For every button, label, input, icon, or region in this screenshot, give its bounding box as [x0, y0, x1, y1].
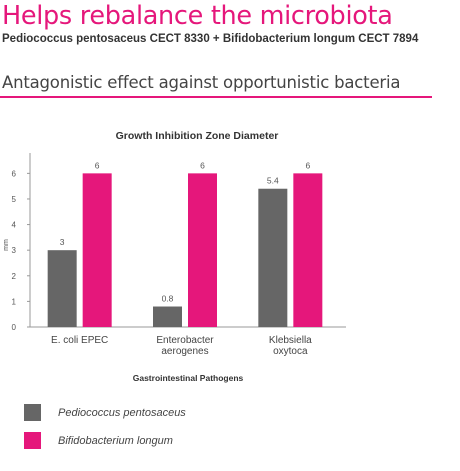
data-label: 6: [95, 160, 100, 170]
legend-item-pediococcus: Pediococcus pentosaceus: [24, 404, 186, 421]
section-heading: Antagonistic effect against opportunisti…: [2, 73, 401, 92]
data-label: 6: [305, 160, 310, 170]
legend-swatch-pediococcus: [24, 404, 41, 421]
legend-swatch-bifidobacterium: [24, 432, 41, 449]
bar: [258, 188, 288, 327]
x-axis-label: Gastrointestinal Pathogens: [133, 373, 244, 383]
x-tick-label: E. coli EPEC: [51, 335, 108, 346]
section-divider: [0, 96, 432, 98]
chart-title: Growth Inhibition Zone Diameter: [116, 130, 279, 142]
y-tick-label: 1: [12, 297, 17, 306]
y-tick-label: 3: [12, 246, 17, 255]
bar: [293, 173, 323, 327]
data-label: 5.4: [267, 176, 279, 186]
data-label: 6: [200, 160, 205, 170]
legend-label: Bifidobacterium longum: [58, 434, 173, 447]
y-tick-label: 4: [12, 221, 17, 230]
data-label: 0.8: [162, 294, 174, 304]
y-tick-label: 2: [12, 272, 17, 281]
legend-label: Pediococcus pentosaceus: [58, 406, 186, 419]
x-tick-label: Klebsiella: [269, 335, 312, 346]
bar: [82, 173, 112, 327]
legend-item-bifidobacterium: Bifidobacterium longum: [24, 432, 173, 449]
page-subtitle: Pediococcus pentosaceus CECT 8330 + Bifi…: [2, 33, 419, 45]
y-tick-label: 6: [12, 169, 17, 178]
bar: [188, 173, 217, 327]
y-tick-label: 0: [12, 323, 17, 332]
data-label: 3: [60, 237, 65, 247]
x-tick-label: oxytoca: [273, 346, 308, 357]
x-tick-label: aerogenes: [161, 346, 208, 357]
bar: [153, 306, 182, 327]
bar-chart: Growth Inhibition Zone Diameter 0 1 2 3 4 5 6 mm…: [3, 130, 346, 383]
bar: [47, 250, 77, 327]
x-tick-label: Enterobacter: [156, 335, 214, 346]
page-title: Helps rebalance the microbiota: [2, 1, 393, 31]
y-tick-label: 5: [12, 195, 17, 204]
y-axis-label: mm: [3, 239, 10, 251]
